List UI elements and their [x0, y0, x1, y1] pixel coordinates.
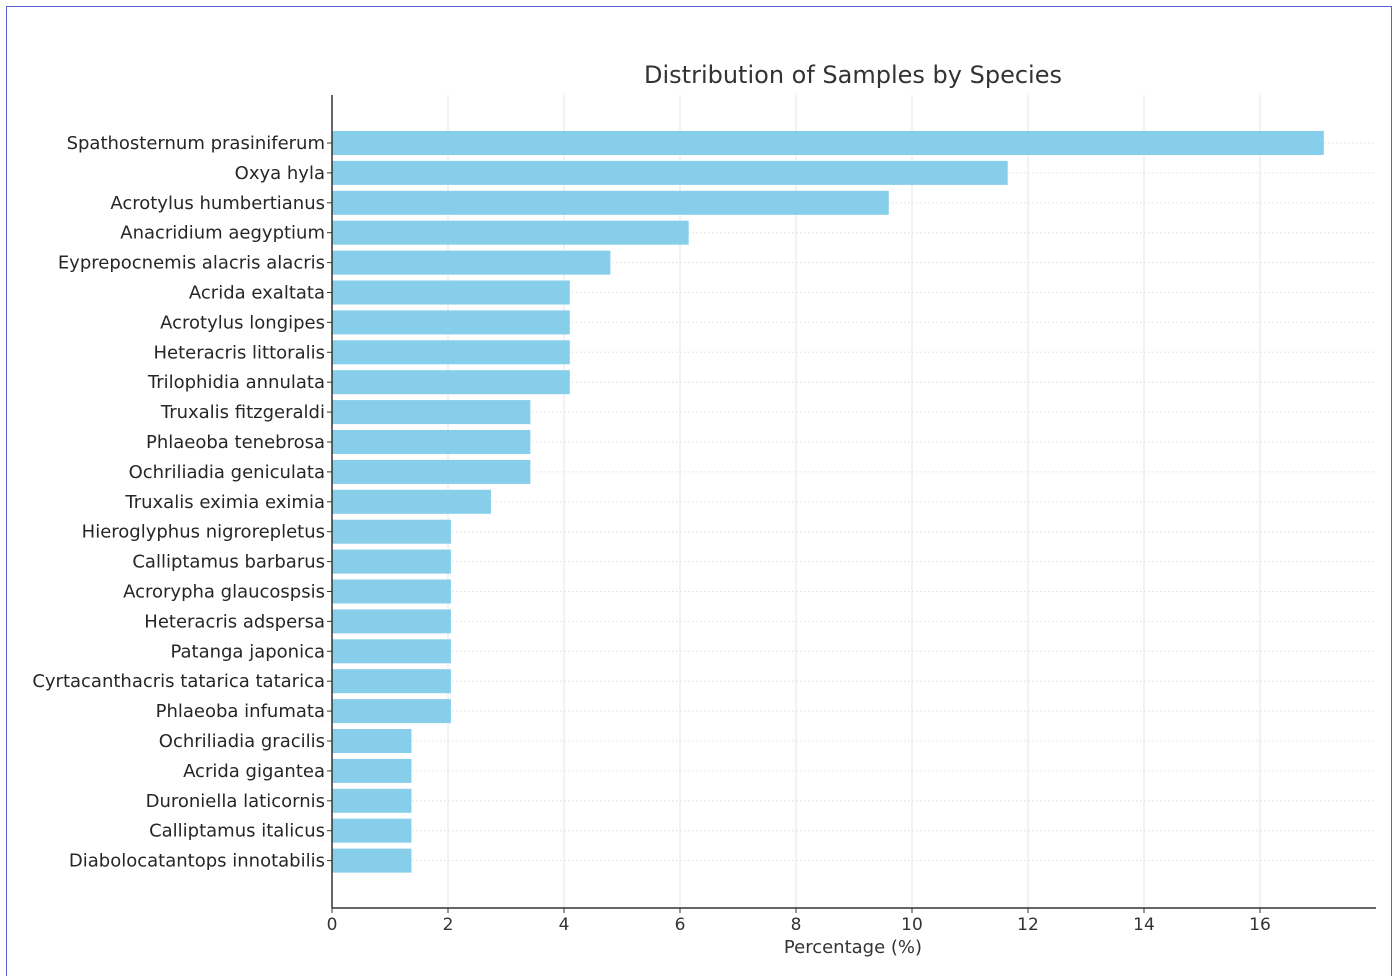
- bar: [332, 220, 689, 245]
- category-label: Patanga japonica: [170, 641, 325, 662]
- bar: [332, 669, 451, 694]
- bar: [332, 729, 412, 753]
- bar: [332, 190, 889, 215]
- bar: [332, 818, 412, 843]
- category-label: Ochriliadia geniculata: [129, 462, 325, 483]
- bar: [332, 699, 451, 724]
- category-label: Phlaeoba infumata: [156, 701, 325, 722]
- category-label: Calliptamus barbarus: [132, 552, 325, 573]
- chart-title: Distribution of Samples by Species: [644, 61, 1062, 89]
- bar: [332, 400, 531, 425]
- bar: [332, 579, 451, 604]
- category-label: Spathosternum prasiniferum: [67, 133, 325, 154]
- category-label: Heteracris adspersa: [144, 611, 325, 632]
- bar: [332, 758, 412, 783]
- bar: [332, 340, 570, 365]
- category-labels: Spathosternum prasiniferum Oxya hyla Acrot…: [32, 133, 325, 872]
- bar: [332, 788, 412, 813]
- bar: [332, 609, 451, 634]
- category-label: Phlaeoba tenebrosa: [146, 432, 325, 453]
- category-label: Acrotylus longipes: [160, 312, 325, 333]
- bar: [332, 519, 451, 544]
- x-tick-label: 14: [1133, 915, 1155, 935]
- category-label: Cyrtacanthacris tatarica tatarica: [32, 671, 325, 692]
- category-label: Ochriliadia gracilis: [159, 731, 325, 752]
- x-tick-label: 8: [791, 915, 802, 935]
- x-tick-label: 16: [1249, 915, 1271, 935]
- x-tick-label: 2: [443, 915, 454, 935]
- category-label: Anacridium aegyptium: [120, 223, 325, 244]
- bars: [332, 131, 1324, 873]
- x-tick-label: 4: [559, 915, 570, 935]
- x-tick-label: 6: [675, 915, 686, 935]
- x-axis-title: Percentage (%): [784, 937, 922, 958]
- category-label: Acrida gigantea: [183, 761, 325, 782]
- bar: [332, 430, 531, 454]
- x-tick-label: 10: [901, 915, 923, 935]
- category-label: Acrida exaltata: [189, 283, 325, 304]
- x-ticks: 0 2 4 6 8 10 12 14 16: [327, 142, 1271, 935]
- category-label: Hieroglyphus nigrorepletus: [82, 522, 325, 543]
- bar: [332, 549, 451, 574]
- bar: [332, 848, 412, 873]
- bar: [332, 639, 451, 664]
- bar: [332, 310, 570, 335]
- category-label: Duroniella laticornis: [146, 791, 325, 812]
- category-label: Diabolocatantops innotabilis: [69, 851, 325, 872]
- bar: [332, 280, 570, 305]
- category-label: Acrotylus humbertianus: [110, 193, 325, 214]
- category-label: Eyprepocnemis alacris alacris: [58, 253, 325, 274]
- category-label: Trilophidia annulata: [147, 372, 325, 393]
- bar: [332, 459, 531, 484]
- bar: [332, 160, 1008, 185]
- category-label: Acrorypha glaucospsis: [123, 582, 325, 603]
- bar: [332, 489, 491, 514]
- category-label: Heteracris littoralis: [153, 342, 325, 363]
- category-label: Truxalis eximia eximia: [124, 492, 325, 513]
- bar: [332, 131, 1324, 155]
- category-label: Truxalis fitzgeraldi: [160, 402, 325, 423]
- bar: [332, 250, 611, 275]
- x-tick-label: 0: [327, 915, 338, 935]
- bar: [332, 370, 570, 395]
- category-label: Oxya hyla: [235, 163, 325, 184]
- x-tick-label: 12: [1017, 915, 1039, 935]
- category-label: Calliptamus italicus: [149, 821, 325, 842]
